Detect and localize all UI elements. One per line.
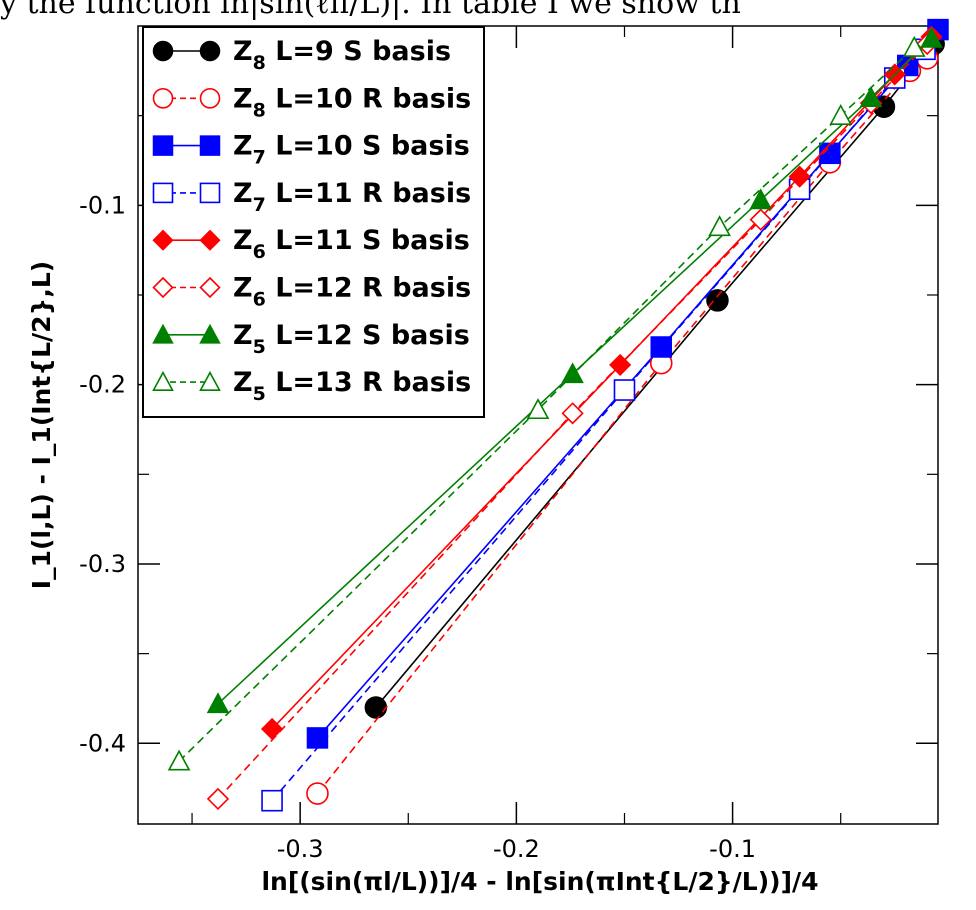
legend-label: Z6 L=12 R basis	[233, 273, 471, 311]
legend-item: Z7 L=10 S basis	[152, 131, 470, 169]
legend-marker	[199, 370, 221, 391]
legend-item: Z6 L=11 S basis	[152, 225, 470, 263]
legend-item: Z7 L=11 R basis	[152, 178, 471, 216]
y-tick-label: -0.3	[79, 550, 126, 578]
data-point	[206, 692, 230, 714]
x-tick-label: -0.2	[493, 835, 540, 863]
data-point	[749, 208, 772, 231]
tick-labels: -0.3 -0.2 -0.1 -0.4 -0.3 -0.2 -0.1	[79, 191, 756, 863]
data-point	[829, 103, 853, 125]
legend-label-rest: L=10 R basis	[266, 83, 471, 114]
legend-label-main: Z	[233, 131, 253, 162]
legend-label: Z8 L=10 R basis	[233, 83, 471, 121]
data-point	[708, 215, 731, 237]
x-tick-label: -0.1	[709, 835, 756, 863]
legend-marker	[199, 135, 221, 156]
legend-label-rest: L=10 S basis	[266, 131, 470, 162]
legend-label-sub: 7	[253, 194, 266, 216]
legend-label-main: Z	[233, 367, 253, 398]
data-point	[364, 696, 388, 719]
legend-marker	[152, 276, 174, 299]
series-group	[167, 35, 926, 771]
legend-label-sub: 6	[253, 289, 266, 311]
legend-marker	[152, 40, 174, 62]
series-layer	[167, 18, 949, 812]
legend-marker	[199, 88, 221, 109]
legend-label-main: Z	[233, 273, 253, 304]
data-point	[306, 782, 329, 805]
y-tick-label: -0.2	[79, 371, 126, 399]
data-point	[902, 35, 926, 57]
legend-marker	[199, 182, 221, 204]
legend-label-rest: L=12 R basis	[266, 273, 471, 304]
data-point	[561, 402, 584, 425]
legend-item: Z8 L=9 S basis	[152, 36, 451, 74]
data-point	[650, 336, 672, 358]
legend-item: Z8 L=10 R basis	[152, 83, 471, 121]
legend-marker	[199, 276, 221, 299]
legend-label-rest: L=12 S basis	[266, 320, 470, 351]
legend-label-main: Z	[233, 225, 253, 256]
legend-label: Z8 L=9 S basis	[233, 36, 451, 74]
data-point	[167, 749, 191, 771]
x-axis-title: ln[(sin(πl/L))]/4 - ln[sin(πInt{L/2}/L))…	[261, 867, 818, 896]
plot-frame	[137, 25, 939, 825]
legend-label: Z7 L=10 S basis	[233, 131, 470, 169]
legend-label: Z5 L=13 R basis	[233, 367, 471, 405]
data-point	[206, 787, 230, 811]
legend-label-rest: L=13 R basis	[266, 367, 471, 398]
legend-label: Z6 L=11 S basis	[233, 225, 470, 263]
legend-box	[142, 26, 485, 418]
data-point	[859, 86, 883, 107]
data-point	[261, 789, 283, 812]
y-tick-label: -0.1	[79, 191, 126, 219]
legend-label-sub: 6	[253, 241, 266, 263]
data-point	[706, 289, 729, 312]
data-point	[561, 362, 584, 384]
legend-label-main: Z	[233, 83, 253, 114]
series-group	[206, 26, 943, 714]
legend-marker	[199, 323, 221, 344]
legend-label-main: Z	[233, 320, 253, 351]
legend-label-rest: L=11 S basis	[266, 225, 470, 256]
legend-label-sub: 8	[253, 99, 266, 121]
legend-marker	[152, 135, 174, 156]
legend-label-sub: 7	[253, 147, 266, 169]
legend-marker	[152, 370, 174, 391]
data-point	[920, 26, 943, 48]
legend-marker	[199, 229, 221, 251]
data-point	[526, 398, 550, 420]
legend-label-main: Z	[233, 36, 253, 67]
legend-marker	[152, 88, 174, 109]
legend-label-sub: 5	[253, 336, 266, 358]
legend-marker	[152, 323, 174, 344]
legend-marker	[199, 40, 221, 62]
data-point	[788, 165, 811, 188]
legend-label-main: Z	[233, 178, 253, 209]
legend-marker	[152, 182, 174, 204]
data-point	[749, 188, 772, 210]
caption-fragment: y the function ln|sin(ℓπ/L)|. In table I…	[0, 0, 741, 21]
legend-label-sub: 8	[253, 52, 266, 74]
y-tick-label: -0.4	[79, 729, 126, 757]
legend-item: Z6 L=12 R basis	[152, 273, 471, 311]
legend-label-sub: 5	[253, 383, 266, 405]
legend-item: Z5 L=12 S basis	[152, 320, 470, 358]
data-point	[306, 727, 329, 749]
y-axis-title: I_1(l,L) - I_1(Int{L/2},L)	[27, 261, 56, 589]
data-point	[613, 379, 636, 401]
legend-label: Z7 L=11 R basis	[233, 178, 471, 216]
legend-item: Z5 L=13 R basis	[152, 367, 471, 405]
legend-label-rest: L=11 R basis	[266, 178, 471, 209]
x-tick-label: -0.3	[277, 835, 324, 863]
legend-marker	[152, 229, 174, 251]
legend-label-rest: L=9 S basis	[266, 36, 451, 67]
legend-label: Z5 L=12 S basis	[233, 320, 470, 358]
